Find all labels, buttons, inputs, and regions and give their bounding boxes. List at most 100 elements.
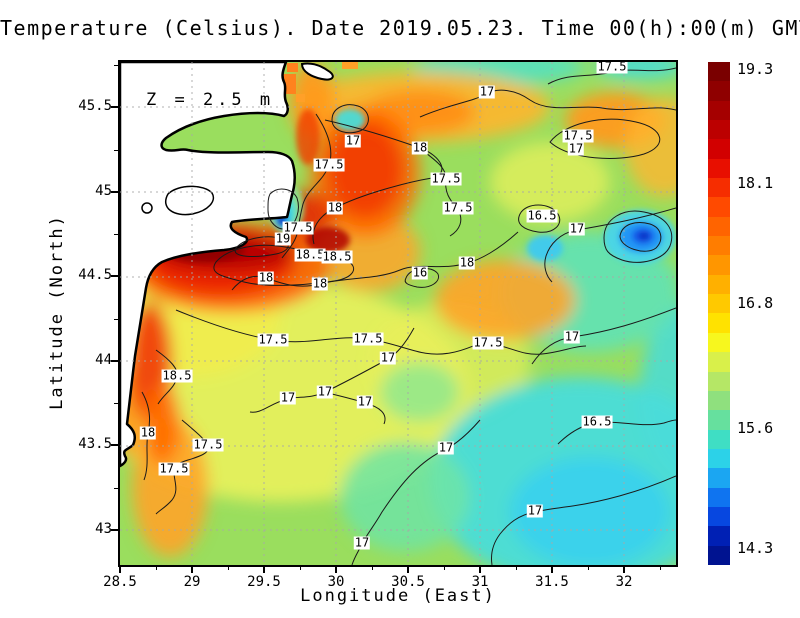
y-minor-tick-mark [114,488,120,489]
x-minor-tick-mark [156,565,157,570]
x-tick-mark [551,565,553,573]
colorbar-step [708,390,730,411]
x-minor-tick-mark [588,565,589,570]
y-tick-mark [111,529,120,531]
y-minor-tick-mark [114,149,120,151]
contour-label: 18.5 [321,249,353,264]
colorbar-step [708,197,730,217]
depth-annotation: Z = 2.5 m [146,90,275,110]
x-tick-mark [335,565,337,573]
x-tick-label: 31.5 [535,574,569,590]
contour-label: 17 [344,133,362,148]
x-tick-mark [263,565,265,573]
contour-label: 18 [411,140,429,155]
x-minor-tick-mark [228,565,229,570]
y-minor-tick-mark [114,403,120,405]
colorbar-step [708,255,730,275]
delta-island [300,62,334,81]
contour-label: 17 [279,390,297,405]
x-minor-tick-mark [372,565,373,570]
y-minor-tick-mark [114,318,120,320]
y-tick-label: 44.5 [78,267,112,284]
contour-label: 17 [353,535,371,550]
coastal-lake [141,202,153,214]
contour-label: 17.5 [282,220,314,235]
contour-label: 18 [257,270,275,285]
colorbar-tick-label: 15.6 [737,419,774,437]
x-tick-mark [191,565,193,573]
x-tick-label: 28.5 [103,574,137,590]
contour-label: 17 [563,329,581,344]
x-tick-label: 31 [471,574,489,590]
plot-title: Temperature (Celsius). Date 2019.05.23. … [0,16,800,40]
x-tick-label: 29.5 [247,574,281,590]
colorbar-step [708,332,730,353]
x-minor-tick-mark [300,565,301,570]
contour-label: 17 [356,394,374,409]
contour-label: 17 [526,503,544,518]
colorbar-step [708,236,730,256]
colorbar-step [708,487,730,507]
y-axis-label: Latitude (North) [47,214,67,410]
colorbar-tick-label: 19.3 [737,60,774,78]
colorbar-step [708,274,730,295]
contour-label: 17.5 [257,332,289,347]
y-tick-mark [111,444,120,447]
y-tick-label: 44 [95,351,112,368]
colorbar-step [708,526,730,546]
contour-label: 17.5 [562,128,594,143]
x-tick-mark [479,565,481,573]
x-tick-mark [623,565,625,573]
contour-label: 17.5 [596,60,628,74]
contour-label: 18 [326,200,344,215]
x-axis-label: Longitude (East) [300,586,496,606]
contour-label: 17.5 [313,157,345,172]
colorbar-step [708,371,730,391]
colorbar-step [708,448,730,469]
colorbar-step [708,313,730,333]
contour-label: 18 [311,276,329,291]
colorbar-step [708,100,730,121]
contour-label: 17 [379,350,397,365]
colorbar-step [708,62,730,82]
y-tick-mark [111,190,120,193]
contour-label: 17.5 [472,335,504,350]
contour-label: 18.5 [294,247,326,262]
x-tick-label: 32 [615,574,633,590]
contour-label: 17.5 [430,171,462,186]
y-tick-label: 45 [95,182,112,199]
x-minor-tick-mark [516,565,517,570]
y-tick-mark [111,106,120,108]
contour-label: 17 [478,84,496,99]
colorbar-step [708,120,730,140]
colorbar-step [708,545,730,565]
contour-label: 17.5 [442,200,474,215]
y-minor-tick-mark [114,234,120,236]
x-minor-tick-mark [444,565,445,570]
contour-label: 17 [568,221,586,236]
x-tick-label: 30 [327,574,345,590]
colorbar-step [708,158,730,179]
colorbar-tick-label: 18.1 [737,174,774,192]
y-minor-tick-mark [114,65,120,66]
colorbar-step [708,178,730,198]
colorbar-step [708,506,730,527]
map-area: Z = 2.5 m 17.5 17 17.5 17 17 18 17.5 17.5 18 17.5… [118,60,678,567]
coastal-lagoon [165,185,214,216]
contour-label: 16.5 [581,414,613,429]
y-tick-label: 45.5 [78,98,112,114]
contour-label: 17.5 [192,437,224,452]
contour-label: 17.5 [352,331,384,346]
contour-label: 17 [437,440,455,455]
colorbar-step [708,216,730,237]
contour-label: 19 [274,231,292,246]
x-minor-tick-mark [660,565,661,570]
contour-label: 16.5 [526,208,558,223]
contour-label: 16 [411,265,429,280]
colorbar-step [708,429,730,449]
colorbar-step [708,352,730,372]
coastline [120,62,296,468]
contour-label: 17 [567,141,585,156]
y-tick-label: 43 [95,521,112,537]
